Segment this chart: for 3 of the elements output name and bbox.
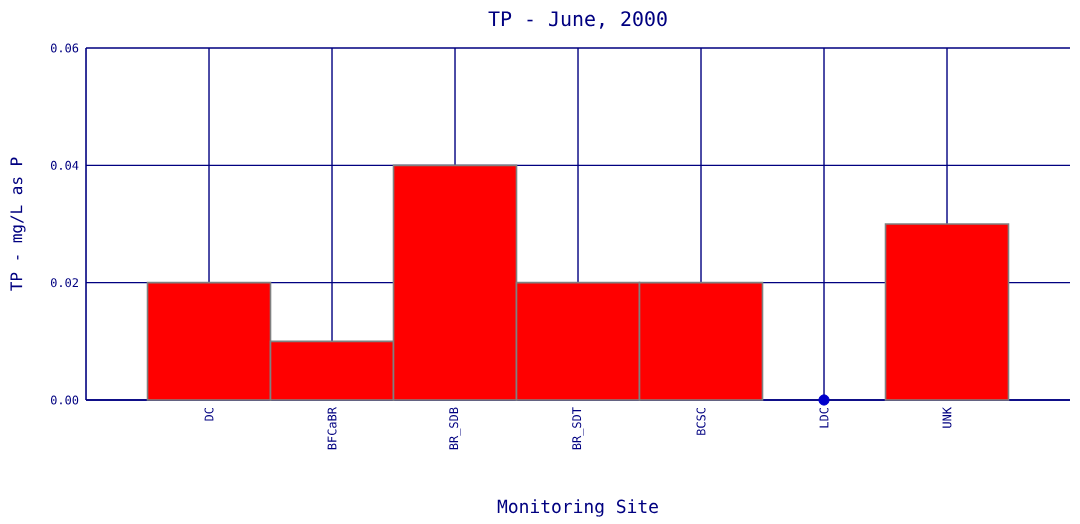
x-axis-title: Monitoring Site (497, 499, 658, 518)
chart-title: TP - June, 2000 (488, 11, 667, 30)
bar (884, 223, 1010, 402)
